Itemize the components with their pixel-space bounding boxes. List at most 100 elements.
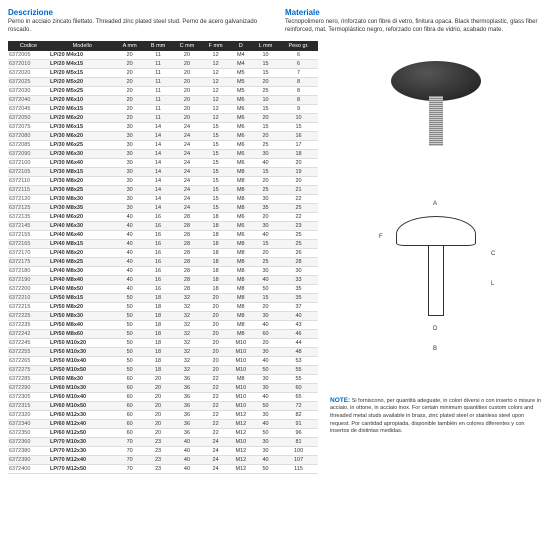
table-cell: 50 xyxy=(116,311,144,320)
label-c: C xyxy=(491,251,495,257)
table-cell: 30 xyxy=(116,158,144,167)
table-cell: 22 xyxy=(202,401,230,410)
table-cell: 6372135 xyxy=(8,212,49,221)
table-cell: 40 xyxy=(252,158,279,167)
table-cell: LP/60 M12x30 xyxy=(49,410,116,419)
table-cell: 30 xyxy=(252,149,279,158)
table-cell: 20 xyxy=(144,392,173,401)
table-cell: 15 xyxy=(202,167,230,176)
table-cell: 6372285 xyxy=(8,374,49,383)
table-cell: 40 xyxy=(116,239,144,248)
table-row: 6372350LP/60 M12x5060203622M125096 xyxy=(8,428,318,437)
table-cell: 60 xyxy=(116,419,144,428)
table-cell: LP/40 M6x30 xyxy=(49,221,116,230)
table-cell: M8 xyxy=(230,320,252,329)
table-cell: M5 xyxy=(230,68,252,77)
table-cell: LP/60 M8x30 xyxy=(49,374,116,383)
table-cell: 40 xyxy=(252,320,279,329)
table-cell: LP/40 M6x40 xyxy=(49,230,116,239)
table-row: 6372135LP/40 M6x2040162818M62022 xyxy=(8,212,318,221)
table-cell: LP/40 M8x20 xyxy=(49,248,116,257)
table-cell: 40 xyxy=(116,230,144,239)
table-cell: 22 xyxy=(202,383,230,392)
table-row: 6372165LP/40 M8x1540162818M81525 xyxy=(8,239,318,248)
table-cell: LP/50 M8x60 xyxy=(49,329,116,338)
table-cell: M5 xyxy=(230,86,252,95)
table-cell: M12 xyxy=(230,446,252,455)
table-cell: 33 xyxy=(279,275,318,284)
table-cell: 6372100 xyxy=(8,158,49,167)
table-cell: 30 xyxy=(252,410,279,419)
table-cell: 11 xyxy=(144,77,173,86)
table-row: 6372175LP/40 M8x2540162818M82528 xyxy=(8,257,318,266)
table-cell: 40 xyxy=(116,257,144,266)
table-cell: 9 xyxy=(279,104,318,113)
table-cell: 6372115 xyxy=(8,185,49,194)
table-cell: 40 xyxy=(252,275,279,284)
table-cell: 28 xyxy=(279,257,318,266)
label-a: A xyxy=(433,201,437,207)
table-cell: 20 xyxy=(144,374,173,383)
table-row: 6372090LP/30 M6x3030142415M63018 xyxy=(8,149,318,158)
table-cell: 14 xyxy=(144,122,173,131)
table-cell: 50 xyxy=(116,365,144,374)
table-cell: 20 xyxy=(279,158,318,167)
table-cell: 50 xyxy=(116,293,144,302)
table-cell: M8 xyxy=(230,275,252,284)
table-cell: 32 xyxy=(172,311,201,320)
table-cell: M8 xyxy=(230,266,252,275)
table-row: 6372320LP/60 M12x3060203622M123082 xyxy=(8,410,318,419)
table-cell: 60 xyxy=(116,383,144,392)
table-cell: LP/40 M6x20 xyxy=(49,212,116,221)
table-cell: 81 xyxy=(279,437,318,446)
table-cell: M10 xyxy=(230,338,252,347)
table-cell: 6372210 xyxy=(8,293,49,302)
table-cell: 91 xyxy=(279,419,318,428)
table-cell: 36 xyxy=(172,383,201,392)
table-cell: 6372265 xyxy=(8,356,49,365)
table-cell: 20 xyxy=(172,86,201,95)
table-cell: LP/30 M8x25 xyxy=(49,185,116,194)
table-cell: 24 xyxy=(172,194,201,203)
table-cell: M6 xyxy=(230,104,252,113)
table-cell: LP/30 M8x20 xyxy=(49,176,116,185)
table-cell: 15 xyxy=(202,149,230,158)
table-cell: LP/50 M10x20 xyxy=(49,338,116,347)
table-cell: 32 xyxy=(172,329,201,338)
table-cell: 20 xyxy=(116,77,144,86)
table-row: 6372040LP/20 M6x1020112012M6108 xyxy=(8,95,318,104)
table-cell: 20 xyxy=(202,329,230,338)
table-cell: 28 xyxy=(172,257,201,266)
table-row: 6372180LP/40 M8x3040162818M83030 xyxy=(8,266,318,275)
table-cell: M8 xyxy=(230,284,252,293)
table-cell: 30 xyxy=(116,176,144,185)
table-row: 6372242LP/50 M8x6050183220M86046 xyxy=(8,329,318,338)
table-cell: 15 xyxy=(252,104,279,113)
table-row: 6372145LP/40 M6x3040162818M63023 xyxy=(8,221,318,230)
table-cell: 25 xyxy=(252,140,279,149)
table-cell: 60 xyxy=(116,392,144,401)
table-cell: 16 xyxy=(144,221,173,230)
table-cell: 6372245 xyxy=(8,338,49,347)
table-cell: 50 xyxy=(252,401,279,410)
table-cell: 11 xyxy=(144,95,173,104)
table-cell: 20 xyxy=(116,95,144,104)
table-cell: 22 xyxy=(202,392,230,401)
table-cell: 6372225 xyxy=(8,311,49,320)
table-cell: 24 xyxy=(202,455,230,464)
table-cell: 6372170 xyxy=(8,248,49,257)
table-cell: 50 xyxy=(116,329,144,338)
side-panel: A F C L D B NOTE: Si forniscono, per qua… xyxy=(330,41,542,474)
table-cell: 20 xyxy=(279,176,318,185)
table-cell: 6372190 xyxy=(8,275,49,284)
table-cell: 6372235 xyxy=(8,320,49,329)
table-cell: 20 xyxy=(144,428,173,437)
table-cell: 16 xyxy=(279,131,318,140)
table-cell: 7 xyxy=(279,68,318,77)
table-cell: 55 xyxy=(279,365,318,374)
table-cell: 24 xyxy=(172,203,201,212)
table-cell: 36 xyxy=(172,428,201,437)
table-cell: 6372200 xyxy=(8,284,49,293)
table-cell: M8 xyxy=(230,329,252,338)
table-cell: 24 xyxy=(202,464,230,473)
